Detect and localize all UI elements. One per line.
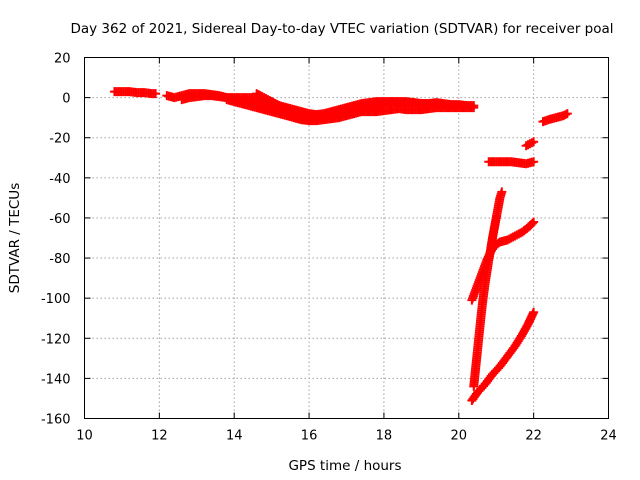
data-point — [529, 307, 539, 317]
series-arc-5 — [252, 89, 471, 120]
x-tick-label: 16 — [301, 429, 318, 444]
y-tick-label: -100 — [41, 292, 71, 307]
data-point — [497, 187, 507, 197]
y-tick-label: -20 — [49, 132, 70, 147]
y-tick-label: 20 — [54, 52, 71, 67]
x-tick-label: 18 — [376, 429, 393, 444]
data-markers — [109, 87, 572, 405]
x-tick-label: 24 — [600, 429, 617, 444]
data-point — [562, 109, 572, 119]
series-arc-10 — [521, 137, 539, 151]
y-tick-label: -80 — [49, 252, 70, 267]
y-tick-label: -140 — [41, 372, 71, 387]
y-tick-labels: -160 -140 -120 -100 -80 -60 -40 -20 0 20 — [41, 52, 71, 428]
y-tick-label: -120 — [41, 332, 71, 347]
data-point — [527, 138, 537, 148]
y-axis-label: SDTVAR / TECUs — [7, 183, 23, 293]
series-arc-1 — [109, 87, 161, 99]
x-tick-label: 22 — [525, 429, 542, 444]
tick-marks — [84, 57, 609, 419]
y-tick-label: 0 — [62, 92, 70, 107]
x-tick-label: 10 — [76, 429, 93, 444]
series-arc-7 — [467, 217, 539, 305]
x-axis-label: GPS time / hours — [288, 458, 401, 474]
x-tick-label: 14 — [226, 429, 243, 444]
data-point — [461, 101, 471, 111]
series-arc-8 — [467, 307, 539, 405]
data-point — [529, 137, 539, 147]
data-point — [529, 157, 539, 167]
y-tick-label: -60 — [49, 212, 70, 227]
x-tick-label: 12 — [151, 429, 168, 444]
data-point — [527, 218, 537, 228]
series-arc-9 — [484, 157, 539, 169]
x-tick-label: 20 — [451, 429, 468, 444]
data-point — [469, 103, 479, 113]
series-arc-11 — [538, 109, 572, 127]
y-tick-label: -40 — [49, 172, 70, 187]
data-point — [151, 89, 161, 99]
chart-title: Day 362 of 2021, Sidereal Day-to-day VTE… — [70, 21, 613, 37]
data-point — [529, 217, 539, 227]
y-tick-label: -160 — [41, 413, 71, 428]
x-tick-labels: 10 12 14 16 18 20 22 24 — [76, 429, 617, 444]
data-point — [560, 110, 570, 120]
plot-frame — [84, 57, 609, 419]
